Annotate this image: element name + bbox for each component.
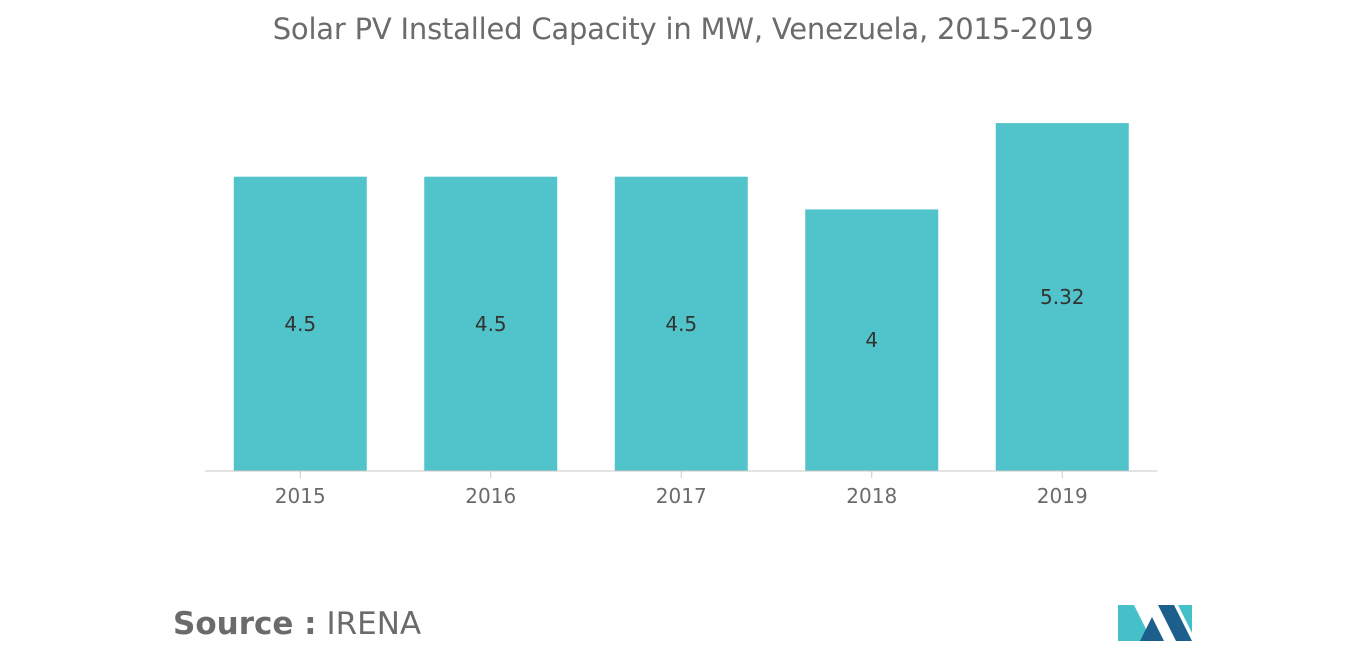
x-tick-label-2016: 2016 <box>465 484 516 508</box>
bar-2015 <box>233 176 367 471</box>
logo-shape-right <box>1158 605 1192 641</box>
source-value: IRENA <box>326 606 422 642</box>
bar-2016 <box>424 176 558 471</box>
bar-2019 <box>995 123 1129 472</box>
value-label-2015: 4.5 <box>284 312 316 336</box>
bar-2017 <box>614 176 748 471</box>
labels-layer: 4.5 2015 4.5 2016 4.5 2017 4 2018 5.32 2019 <box>275 285 1088 508</box>
bars-layer <box>233 123 1129 472</box>
value-label-2017: 4.5 <box>665 312 697 336</box>
source-label: Source : <box>173 606 317 642</box>
x-tick-label-2017: 2017 <box>656 484 707 508</box>
value-label-2019: 5.32 <box>1040 285 1085 309</box>
logo-shape-corner <box>1178 605 1192 633</box>
logo-shape-left <box>1118 605 1152 641</box>
value-label-2016: 4.5 <box>475 312 507 336</box>
logo-shape-middle <box>1140 617 1164 641</box>
value-label-2018: 4 <box>865 328 878 352</box>
x-tick-label-2018: 2018 <box>846 484 897 508</box>
mordor-intelligence-logo-icon <box>1118 605 1192 641</box>
ticks-layer <box>299 471 1063 478</box>
source-note: Source : IRENA <box>173 606 421 642</box>
x-tick-label-2019: 2019 <box>1037 484 1088 508</box>
x-tick-label-2015: 2015 <box>275 484 326 508</box>
chart-title: Solar PV Installed Capacity in MW, Venez… <box>272 12 1094 46</box>
bar-2018 <box>805 209 939 471</box>
